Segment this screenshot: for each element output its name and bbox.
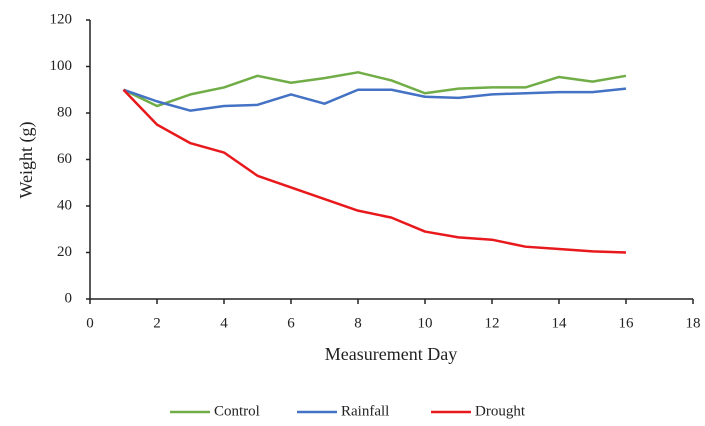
legend-label: Rainfall [341, 403, 389, 419]
y-axis-label: Weight (g) [16, 121, 37, 198]
x-tick-label: 12 [485, 315, 500, 331]
y-tick-label: 20 [57, 244, 72, 260]
series-line [122, 71, 627, 108]
x-tick-label: 0 [86, 315, 94, 331]
y-tick-label: 40 [57, 197, 72, 213]
y-tick-label: 0 [65, 290, 73, 306]
x-tick-label: 16 [619, 315, 635, 331]
y-tick-label: 60 [57, 151, 72, 167]
y-tick-label: 120 [50, 11, 73, 27]
x-tick-label: 14 [552, 315, 568, 331]
x-axis-label: Measurement Day [325, 344, 457, 364]
series-line [123, 87, 627, 112]
x-tick-label: 4 [220, 315, 228, 331]
legend-label: Control [214, 403, 260, 419]
y-tick-label: 80 [57, 104, 72, 120]
x-tick-label: 10 [418, 315, 433, 331]
legend-label: Drought [475, 403, 526, 419]
series-line [122, 88, 627, 254]
x-tick-label: 8 [354, 315, 362, 331]
y-tick-label: 100 [50, 58, 73, 74]
x-tick-label: 6 [287, 315, 295, 331]
x-tick-label: 18 [686, 315, 701, 331]
x-tick-label: 2 [153, 315, 161, 331]
